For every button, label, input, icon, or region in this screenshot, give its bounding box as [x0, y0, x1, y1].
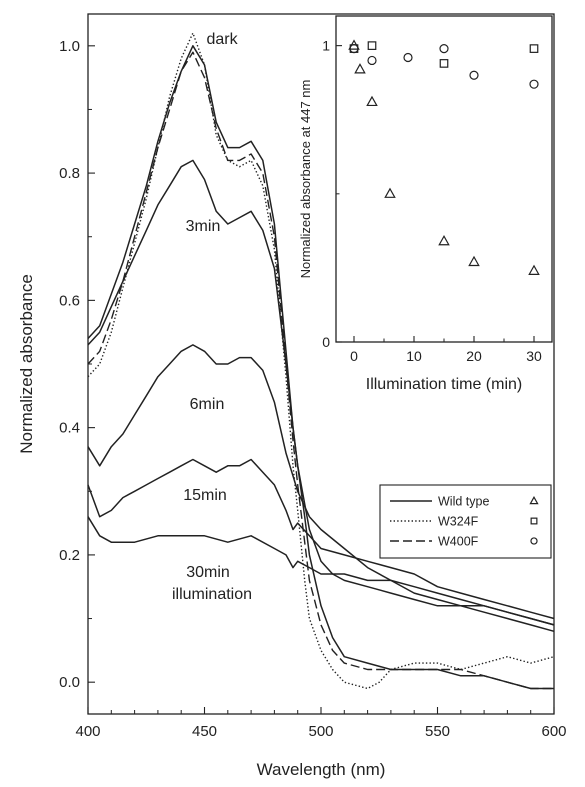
- legend-marker-circle: [530, 537, 538, 545]
- main-plot: 400 450 500 550 600 0.0 0.2 0.4 0.6 0.8 1.0 Wavelen…: [17, 13, 567, 779]
- legend: Wild type W324F W400F: [379, 484, 552, 559]
- curve-annotation: illumination: [172, 586, 252, 603]
- y-tick-label: 0.8: [59, 165, 80, 182]
- inset-x-tick-label: 20: [466, 348, 482, 364]
- x-tick-label: 450: [192, 723, 217, 740]
- curve-annotation: 15min: [183, 487, 227, 504]
- inset-x-tick-label: 30: [526, 348, 542, 364]
- y-tick-label: 0.2: [59, 547, 80, 564]
- x-tick-label: 600: [541, 723, 566, 740]
- data-point-square: [367, 41, 377, 50]
- series-line: [87, 45, 554, 690]
- y-axis-label: Normalized absorbance: [17, 274, 36, 454]
- series-line: [87, 159, 555, 633]
- data-point-triangle: [366, 95, 378, 107]
- x-axis-label: Wavelength (nm): [257, 760, 386, 779]
- legend-entry-label: W400F: [438, 535, 479, 549]
- x-tick-label: 400: [75, 723, 100, 740]
- x-tick-label: 550: [425, 723, 450, 740]
- curve-annotation: 30min: [186, 564, 230, 581]
- data-point-triangle: [384, 187, 396, 198]
- inset-x-tick-label: 0: [350, 348, 358, 364]
- y-tick-label: 1.0: [59, 38, 80, 55]
- inset-frame: [335, 15, 553, 343]
- legend-marker-square: [530, 517, 538, 525]
- legend-marker-triangle: [529, 495, 539, 505]
- curve-annotation: 6min: [190, 396, 225, 413]
- data-point-triangle: [354, 63, 366, 74]
- data-point-circle: [349, 43, 359, 54]
- inset-y-axis-label: Normalized absorbance at 447 nm: [298, 80, 313, 279]
- curve-annotation: 3min: [186, 218, 221, 235]
- inset-x-axis-label: Illumination time (min): [366, 376, 522, 393]
- inset-x-tick-label: 10: [406, 348, 422, 364]
- data-point-circle: [529, 79, 539, 89]
- curve-annotation: dark: [206, 31, 238, 48]
- inset-plot: 0 10 20 30 0 1 Illumination time (min) Normaliz…: [298, 15, 553, 393]
- data-point-triangle: [438, 235, 450, 246]
- data-point-square: [529, 44, 539, 53]
- legend-entry-label: W324F: [438, 515, 479, 529]
- y-tick-label: 0.4: [59, 420, 80, 437]
- data-point-circle: [439, 43, 449, 54]
- inset-y-tick-label: 0: [322, 334, 330, 350]
- x-tick-label: 500: [308, 723, 333, 740]
- inset-y-tick-label: 1: [322, 38, 330, 54]
- legend-entry-label: Wild type: [438, 495, 489, 509]
- y-tick-label: 0.0: [59, 674, 80, 691]
- data-point-triangle: [528, 264, 540, 275]
- data-point-triangle: [468, 255, 480, 267]
- data-point-circle: [469, 70, 479, 80]
- data-point-square: [439, 59, 449, 68]
- series-line: [87, 516, 555, 626]
- data-point-circle: [367, 55, 377, 66]
- data-point-circle: [403, 52, 413, 63]
- y-tick-label: 0.6: [59, 292, 80, 309]
- series-line: [87, 458, 555, 620]
- series-line: [87, 344, 555, 626]
